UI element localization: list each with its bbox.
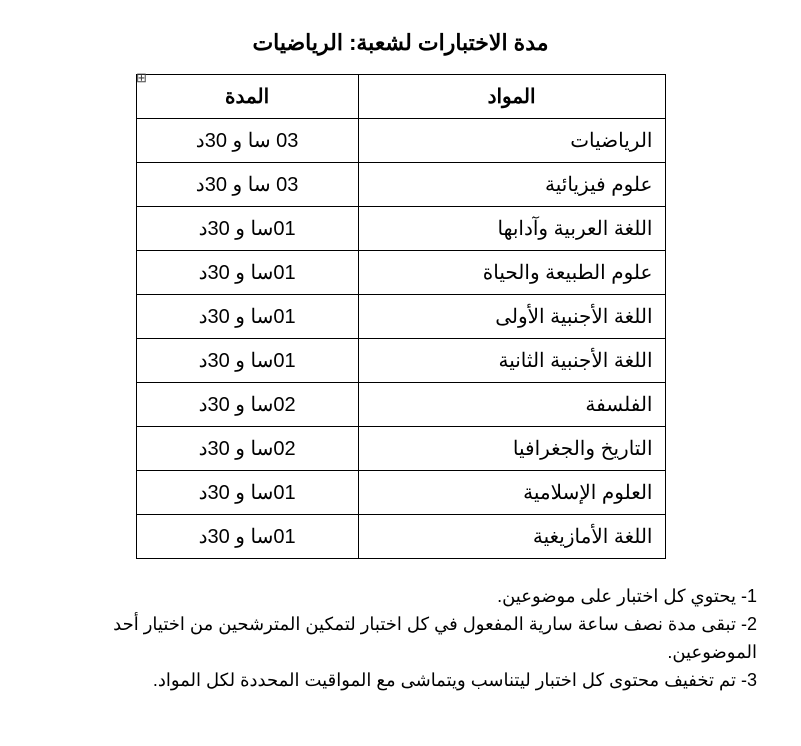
cell-subject: اللغة الأجنبية الثانية bbox=[358, 339, 665, 383]
cell-duration: 01سا و 30د bbox=[136, 471, 358, 515]
table-row: علوم فيزيائية03 سا و 30د bbox=[136, 163, 665, 207]
table-row: اللغة العربية وآدابها01سا و 30د bbox=[136, 207, 665, 251]
table-row: الفلسفة02سا و 30د bbox=[136, 383, 665, 427]
table-row: اللغة الأجنبية الثانية01سا و 30د bbox=[136, 339, 665, 383]
cell-subject: الرياضيات bbox=[358, 119, 665, 163]
cell-duration: 01سا و 30د bbox=[136, 515, 358, 559]
note-3: 3- تم تخفيف محتوى كل اختبار ليتناسب ويتم… bbox=[50, 667, 757, 695]
table-row: اللغة الأجنبية الأولى01سا و 30د bbox=[136, 295, 665, 339]
note-2: 2- تبقى مدة نصف ساعة سارية المفعول في كل… bbox=[50, 611, 757, 667]
cell-subject: التاريخ والجغرافيا bbox=[358, 427, 665, 471]
cell-duration: 03 سا و 30د bbox=[136, 119, 358, 163]
cell-subject: علوم الطبيعة والحياة bbox=[358, 251, 665, 295]
cell-subject: الفلسفة bbox=[358, 383, 665, 427]
header-subject: المواد bbox=[358, 75, 665, 119]
cell-subject: العلوم الإسلامية bbox=[358, 471, 665, 515]
header-duration: المدة bbox=[136, 75, 358, 119]
cell-duration: 03 سا و 30د bbox=[136, 163, 358, 207]
footnotes: 1- يحتوي كل اختبار على موضوعين. 2- تبقى … bbox=[40, 583, 761, 695]
table-container: ⊞ المواد المدة الرياضيات03 سا و 30د علوم… bbox=[40, 74, 761, 559]
cell-subject: اللغة الأمازيغية bbox=[358, 515, 665, 559]
cell-duration: 02سا و 30د bbox=[136, 383, 358, 427]
table-row: اللغة الأمازيغية01سا و 30د bbox=[136, 515, 665, 559]
cell-subject: اللغة العربية وآدابها bbox=[358, 207, 665, 251]
cell-duration: 01سا و 30د bbox=[136, 207, 358, 251]
table-row: الرياضيات03 سا و 30د bbox=[136, 119, 665, 163]
cell-subject: علوم فيزيائية bbox=[358, 163, 665, 207]
cell-subject: اللغة الأجنبية الأولى bbox=[358, 295, 665, 339]
cell-duration: 01سا و 30د bbox=[136, 295, 358, 339]
page-title: مدة الاختبارات لشعبة: الرياضيات bbox=[40, 30, 761, 56]
exam-duration-table: المواد المدة الرياضيات03 سا و 30د علوم ف… bbox=[136, 74, 666, 559]
anchor-icon: ⊞ bbox=[136, 70, 147, 86]
table-header-row: المواد المدة bbox=[136, 75, 665, 119]
cell-duration: 01سا و 30د bbox=[136, 251, 358, 295]
cell-duration: 01سا و 30د bbox=[136, 339, 358, 383]
table-row: العلوم الإسلامية01سا و 30د bbox=[136, 471, 665, 515]
note-1: 1- يحتوي كل اختبار على موضوعين. bbox=[50, 583, 757, 611]
table-row: علوم الطبيعة والحياة01سا و 30د bbox=[136, 251, 665, 295]
cell-duration: 02سا و 30د bbox=[136, 427, 358, 471]
table-row: التاريخ والجغرافيا02سا و 30د bbox=[136, 427, 665, 471]
